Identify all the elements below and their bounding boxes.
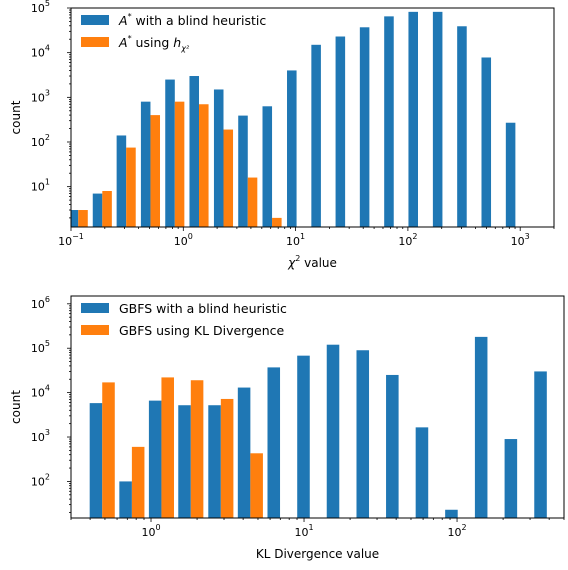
bar	[178, 405, 191, 518]
bar	[457, 26, 467, 227]
y-tick-label: 101	[31, 178, 50, 194]
bar	[150, 115, 161, 227]
bar	[481, 57, 492, 227]
legend-label: GBFS with a blind heuristic	[119, 301, 287, 316]
bar	[140, 101, 151, 227]
bar	[165, 79, 175, 227]
bar	[190, 380, 204, 518]
y-axis-label: count	[9, 390, 23, 424]
bar	[386, 374, 399, 518]
bar	[326, 344, 340, 518]
bar	[272, 217, 282, 227]
bar	[287, 70, 297, 227]
legend-label: A* using hχ²	[118, 34, 190, 53]
bar	[384, 16, 394, 227]
legend: GBFS with a blind heuristic GBFS using KL…	[81, 301, 287, 338]
bar	[89, 403, 103, 518]
bar	[335, 36, 346, 227]
bar	[505, 122, 516, 227]
bars	[71, 11, 516, 227]
bars	[89, 336, 547, 518]
axes-frame	[70, 7, 555, 228]
legend-label: A* with a blind heuristic	[118, 12, 266, 28]
bar	[213, 89, 224, 227]
y-tick-label: 102	[31, 133, 50, 149]
bar	[220, 398, 234, 518]
bar	[247, 177, 258, 227]
bar	[297, 355, 310, 518]
bar	[504, 439, 518, 518]
x-tick-label: 103	[511, 232, 530, 248]
y-tick-label: 103	[31, 428, 50, 444]
bar	[119, 481, 132, 518]
bar	[415, 427, 429, 518]
bar	[238, 115, 248, 227]
x-tick-label: 100	[141, 523, 160, 539]
legend: A* with a blind heuristic A* using hχ²	[81, 12, 266, 53]
bar	[148, 400, 162, 518]
bar	[474, 336, 488, 518]
x-tick-label: 101	[294, 523, 313, 539]
bar	[92, 193, 103, 227]
bar	[161, 377, 174, 518]
bar	[262, 106, 273, 227]
y-tick-label: 105	[31, 339, 50, 355]
x-tick-label: 102	[398, 232, 417, 248]
chart-kl-divergence: 100 101 102 102 103 104 105 106 KL Divergence va…	[9, 295, 565, 561]
bar	[102, 382, 115, 518]
bar	[174, 101, 185, 227]
bar	[131, 446, 145, 518]
bar	[445, 509, 458, 518]
y-tick-label: 105	[31, 0, 50, 15]
legend-swatch	[81, 325, 109, 335]
y-tick-label: 104	[31, 44, 50, 60]
bar	[71, 210, 79, 227]
y-tick-label: 103	[31, 88, 50, 104]
bar	[223, 129, 234, 227]
x-axis-label: χ2 value	[287, 254, 337, 270]
bar	[356, 350, 370, 518]
axes-frame	[70, 295, 565, 519]
bar	[534, 371, 547, 518]
y-tick-label: 102	[31, 472, 50, 488]
y-axis-label: count	[9, 100, 23, 134]
bar	[267, 367, 281, 518]
bar	[189, 76, 200, 227]
bar	[408, 11, 418, 227]
bar	[250, 453, 263, 518]
y-tick-label: 106	[31, 295, 50, 311]
x-axis-label: KL Divergence value	[256, 547, 379, 561]
y-tick-label: 104	[31, 384, 50, 400]
x-tick-label: 102	[447, 523, 466, 539]
x-tick-label: 10−1	[58, 232, 84, 248]
x-tick-label: 100	[174, 232, 193, 248]
chart-chi-square: 10−1 100 101 102 103 101 102 103 104 105 χ2 value c…	[9, 0, 555, 270]
bar	[208, 405, 221, 518]
bar	[102, 190, 112, 227]
bar	[78, 210, 88, 227]
legend-swatch	[81, 303, 109, 313]
bar	[237, 387, 251, 518]
bar	[199, 104, 209, 227]
bar	[116, 135, 127, 227]
bar	[359, 27, 370, 227]
legend-label: GBFS using KL Divergence	[119, 323, 285, 338]
legend-swatch	[81, 37, 109, 47]
bar	[126, 147, 136, 227]
legend-swatch	[81, 15, 109, 25]
x-tick-label: 101	[286, 232, 305, 248]
bar	[311, 44, 321, 227]
bar	[432, 11, 443, 227]
